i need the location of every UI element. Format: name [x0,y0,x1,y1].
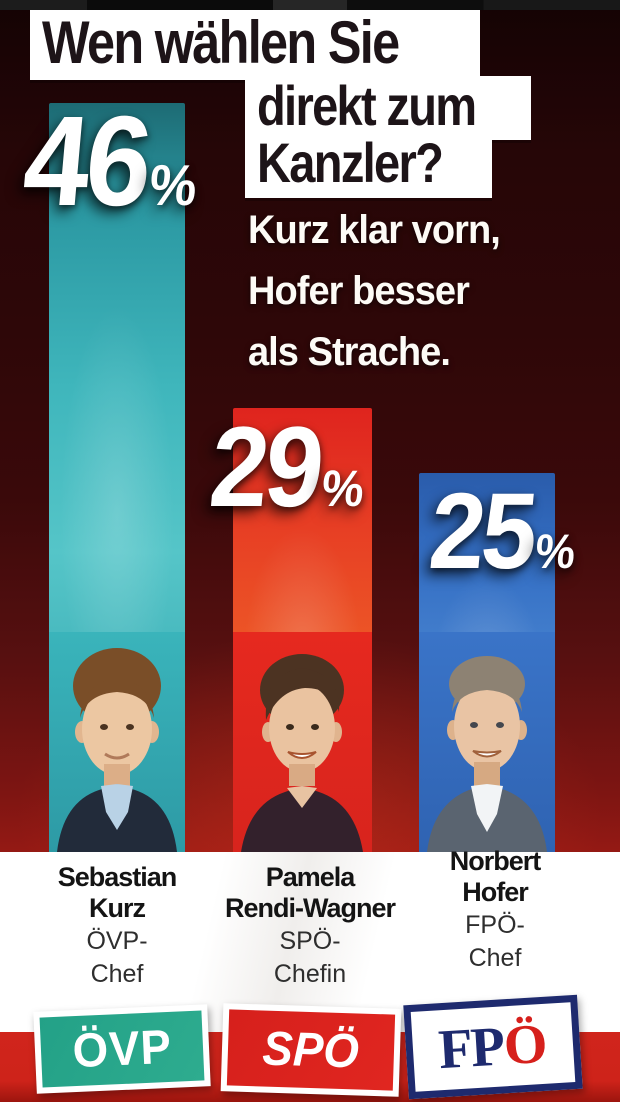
percent-sign: % [319,460,367,517]
percent-label-hofer: 25% [425,468,583,593]
candidate-rendi-wagner: Pamela Rendi-Wagner SPÖ- Chefin [218,862,402,990]
name-panel: Sebastian Kurz ÖVP- Chef Pamela Rendi-Wa… [0,846,620,1032]
ovp-logo: ÖVP [33,1004,211,1094]
bar-rendi-wagner-spo [233,408,372,852]
candidate-role: FPÖ- [465,911,525,939]
portrait-pamela-rendi-wagner [233,632,372,852]
headline-line-3: Kanzler? [245,132,492,198]
candidate-name: Rendi-Wagner [225,893,396,923]
candidate-name: Hofer [462,877,529,907]
candidate-role: SPÖ- [279,927,341,955]
candidate-name: Kurz [89,893,146,923]
headline-text: direkt zum [257,74,477,137]
headline-line-1: Wen wählen Sie [30,9,481,80]
fpo-logo: FP Ö [403,994,583,1100]
spo-logo: SPÖ [220,1003,402,1097]
subtitle-line-3: als Strache. [248,330,451,374]
candidate-role: Chefin [273,960,347,988]
candidate-kurz: Sebastian Kurz ÖVP- Chef [14,862,220,990]
percent-value: 25 [425,470,539,591]
percent-label-kurz: 46% [18,88,205,235]
bar-hofer-fpo [419,473,555,852]
candidate-name: Pamela [265,862,356,892]
fpo-logo-text-fp: FP [436,1015,505,1082]
bar-kurz-ovp [49,103,185,852]
portrait-sebastian-kurz [49,632,185,852]
percent-sign: % [146,154,200,218]
candidate-role: Chef [90,960,144,988]
subtitle-line-2: Hofer besser [248,269,470,313]
candidate-name: Sebastian [57,862,178,892]
subtitle: Kurz klar vorn, Hofer besser als Strache… [248,200,513,383]
headline-text: Wen wählen Sie [42,9,400,76]
portrait-norbert-hofer [419,632,555,852]
subtitle-line-1: Kurz klar vorn, [248,208,501,252]
fpo-logo-text-oe: Ö [502,1012,550,1078]
spo-logo-text: SPÖ [262,1022,360,1078]
candidate-hofer: Norbert Hofer FPÖ- Chef [404,846,586,974]
percent-value: 29 [205,404,326,531]
spo-logo-box: SPÖ [226,1009,396,1091]
candidate-role: Chef [468,944,522,972]
headline-text: Kanzler? [257,131,444,194]
percent-sign: % [533,525,578,579]
ovp-logo-text: ÖVP [71,1020,173,1078]
candidate-name: Norbert [449,846,542,876]
candidate-role: ÖVP- [86,927,148,955]
headline-line-2: direkt zum [245,74,532,140]
percent-value: 46 [18,90,155,233]
top-black-strip [0,0,620,10]
ovp-logo-box: ÖVP [39,1010,205,1088]
percent-label-rendi-wagner: 29% [205,402,371,533]
